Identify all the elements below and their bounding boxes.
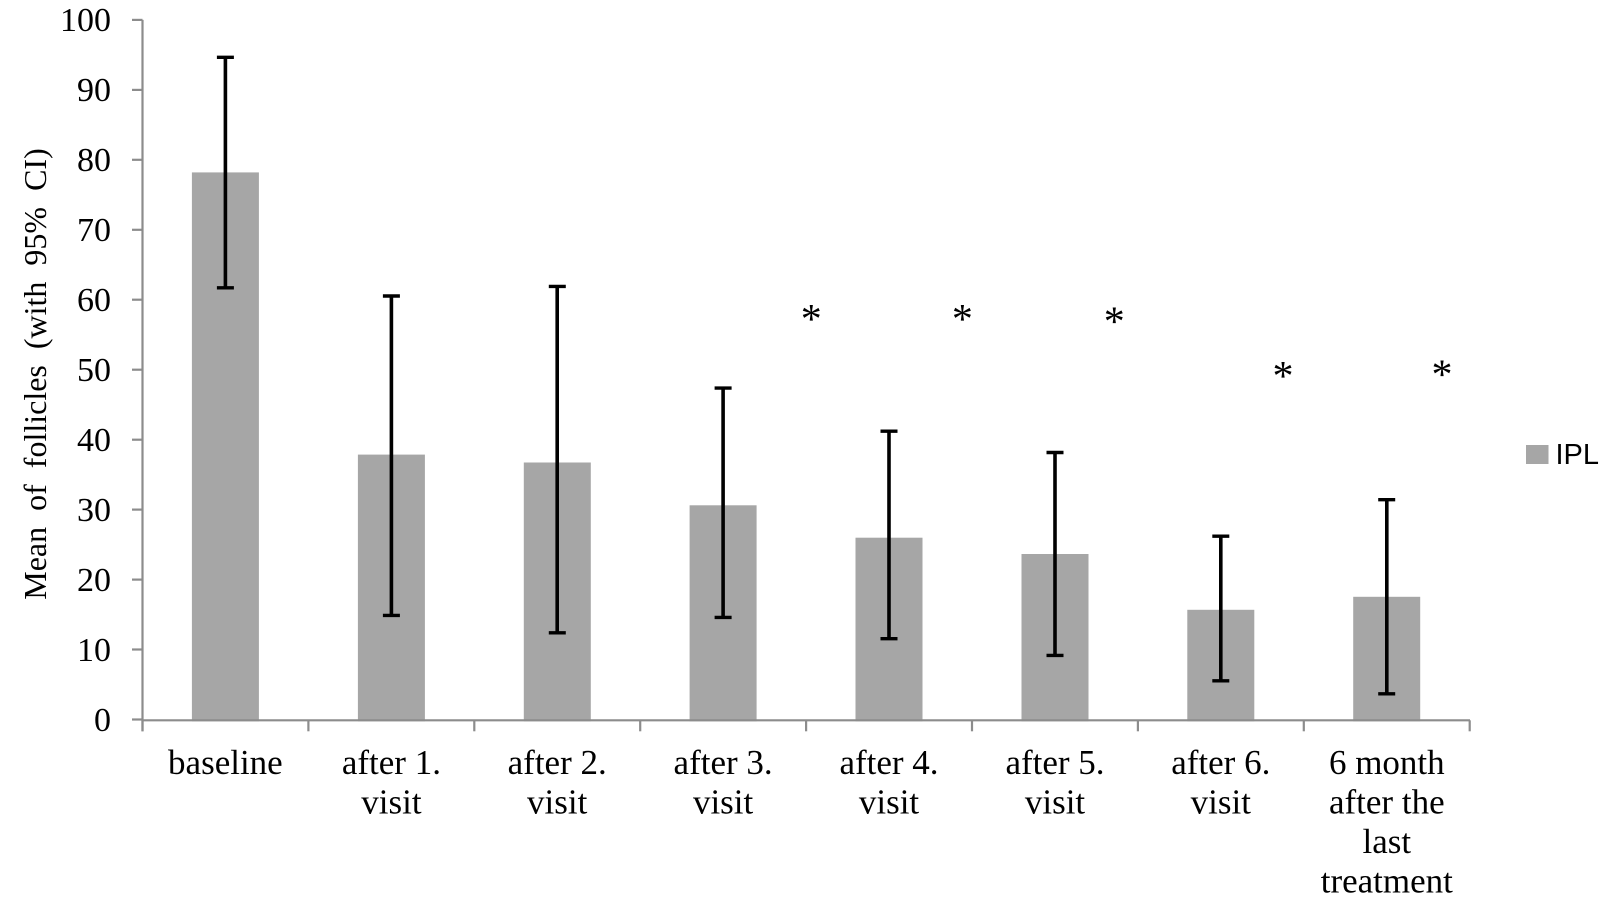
svg-text:50: 50 xyxy=(77,352,111,389)
svg-text:*: * xyxy=(801,297,822,343)
svg-text:after 1.: after 1. xyxy=(342,743,441,782)
svg-text:visit: visit xyxy=(527,783,588,822)
svg-text:40: 40 xyxy=(77,422,111,459)
svg-text:IPL: IPL xyxy=(1556,439,1600,471)
svg-text:*: * xyxy=(952,297,973,343)
svg-text:visit: visit xyxy=(361,783,422,822)
svg-text:after the: after the xyxy=(1329,783,1445,822)
svg-text:20: 20 xyxy=(77,562,111,599)
svg-text:after 3.: after 3. xyxy=(674,743,773,782)
svg-text:10: 10 xyxy=(77,632,111,669)
svg-text:last: last xyxy=(1362,822,1411,861)
svg-text:Mean of follicles (with 95% CI: Mean of follicles (with 95% CI) xyxy=(17,148,53,599)
svg-text:*: * xyxy=(1432,352,1453,398)
svg-text:after 2.: after 2. xyxy=(508,743,607,782)
svg-text:after 4.: after 4. xyxy=(839,743,938,782)
svg-text:visit: visit xyxy=(1025,783,1086,822)
svg-text:70: 70 xyxy=(77,212,111,249)
svg-text:6 month: 6 month xyxy=(1329,743,1445,782)
svg-text:after 6.: after 6. xyxy=(1171,743,1270,782)
svg-text:after 5.: after 5. xyxy=(1005,743,1104,782)
svg-text:*: * xyxy=(1104,299,1125,345)
svg-text:visit: visit xyxy=(859,783,920,822)
svg-text:visit: visit xyxy=(1191,783,1252,822)
svg-text:80: 80 xyxy=(77,142,111,179)
svg-text:90: 90 xyxy=(77,72,111,109)
svg-text:60: 60 xyxy=(77,282,111,319)
svg-text:visit: visit xyxy=(693,783,754,822)
svg-text:0: 0 xyxy=(94,702,111,739)
svg-text:treatment: treatment xyxy=(1321,862,1453,901)
svg-text:100: 100 xyxy=(60,2,111,39)
svg-text:*: * xyxy=(1273,354,1294,400)
svg-text:30: 30 xyxy=(77,492,111,529)
svg-text:baseline: baseline xyxy=(168,743,283,782)
